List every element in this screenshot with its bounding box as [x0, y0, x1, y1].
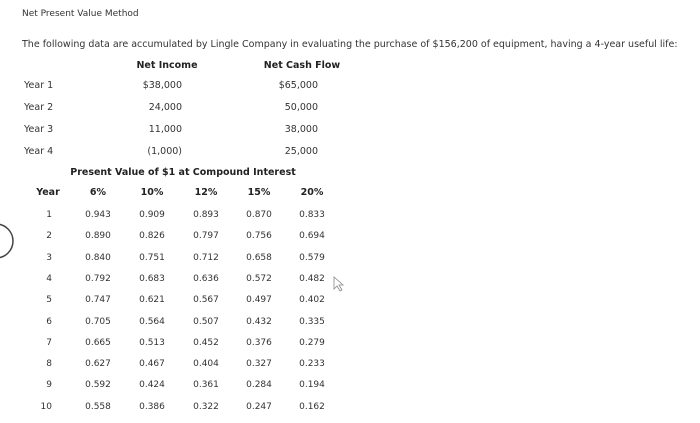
- cell: 0.424: [139, 380, 165, 391]
- cell: 0.327: [246, 359, 272, 370]
- row-label: 3: [46, 252, 52, 263]
- row-label: Year 3: [24, 124, 54, 135]
- cursor: [333, 276, 345, 292]
- cell: 0.497: [246, 295, 272, 306]
- cell: 0.194: [299, 380, 325, 391]
- cell: 0.361: [193, 380, 219, 391]
- col-header: Year: [36, 187, 60, 198]
- row-label: 6: [46, 316, 52, 327]
- cell: 0.621: [139, 295, 165, 306]
- cell: 11,000: [148, 124, 182, 135]
- intro: The following data are accumulated by Li…: [22, 39, 678, 50]
- cell: 0.567: [193, 295, 219, 306]
- cell: 0.870: [246, 210, 272, 220]
- title: Net Present Value Method: [22, 9, 139, 19]
- cell: 0.943: [85, 210, 111, 220]
- cell: 0.833: [299, 210, 325, 220]
- cell: 0.572: [246, 273, 272, 284]
- cell: 0.592: [85, 380, 111, 391]
- cell: 38,000: [284, 124, 318, 135]
- cell: 0.705: [85, 316, 111, 327]
- row-label: Year 1: [24, 80, 54, 91]
- cell: 0.893: [193, 210, 219, 220]
- cell: 0.658: [246, 252, 272, 263]
- row-label: 10: [40, 401, 52, 412]
- col-header: Net Income: [136, 60, 198, 71]
- col-header: 15%: [247, 187, 271, 198]
- cell: 0.909: [139, 210, 165, 220]
- cell: 0.284: [246, 380, 272, 391]
- side-button[interactable]: [0, 223, 14, 259]
- cell: 0.579: [299, 252, 325, 263]
- cell: 0.279: [299, 337, 325, 348]
- cell: 0.335: [299, 316, 325, 327]
- cell: (1,000): [147, 146, 182, 157]
- col-header: 10%: [140, 187, 164, 198]
- cell: 0.890: [85, 231, 111, 242]
- cell: 0.665: [85, 337, 111, 348]
- cell: 0.751: [139, 252, 165, 263]
- row-label: 8: [46, 359, 52, 370]
- col-header: Net Cash Flow: [263, 60, 341, 71]
- cell: 0.513: [139, 337, 165, 348]
- row-label: 7: [46, 337, 52, 348]
- cell: 0.636: [193, 273, 219, 284]
- cell: $65,000: [278, 80, 318, 91]
- cell: 0.564: [139, 316, 165, 327]
- cell: 0.467: [139, 359, 165, 370]
- cell: 0.712: [193, 252, 219, 263]
- cell: 0.792: [85, 273, 111, 284]
- cell: 0.507: [193, 316, 219, 327]
- col-header: 6%: [89, 187, 107, 198]
- cell: 0.432: [246, 316, 272, 327]
- cell: 0.162: [299, 401, 325, 412]
- cell: 0.322: [193, 401, 219, 412]
- cell: 25,000: [284, 146, 318, 157]
- cell: 0.694: [299, 231, 325, 242]
- row-label: Year 4: [24, 146, 54, 157]
- cell: 0.402: [299, 295, 325, 306]
- cell: 0.683: [139, 273, 165, 284]
- cell: 0.756: [246, 231, 272, 242]
- row-label: 5: [46, 295, 52, 306]
- cell: 0.247: [246, 401, 272, 412]
- row-label: 2: [46, 231, 52, 242]
- cell: 0.826: [139, 231, 165, 242]
- row-label: 1: [46, 210, 52, 220]
- cell: 0.797: [193, 231, 219, 242]
- cell: 0.627: [85, 359, 111, 370]
- cell: 0.482: [299, 273, 325, 284]
- cell: 0.233: [299, 359, 325, 370]
- cell: 50,000: [284, 102, 318, 113]
- cell: 0.840: [85, 252, 111, 263]
- col-header: 20%: [300, 187, 324, 198]
- cell: 0.558: [85, 401, 111, 412]
- col-header: 12%: [194, 187, 218, 198]
- cell: 0.404: [193, 359, 219, 370]
- row-label: Year 2: [24, 102, 54, 113]
- cell: 0.747: [85, 295, 111, 306]
- cell: 0.386: [139, 401, 165, 412]
- cell: 24,000: [148, 102, 182, 113]
- row-label: 4: [46, 273, 52, 284]
- row-label: 9: [46, 380, 52, 391]
- table-title: Present Value of $1 at Compound Interest: [70, 167, 296, 178]
- cell: 0.452: [193, 337, 219, 348]
- cell: 0.376: [246, 337, 272, 348]
- cell: $38,000: [142, 80, 182, 91]
